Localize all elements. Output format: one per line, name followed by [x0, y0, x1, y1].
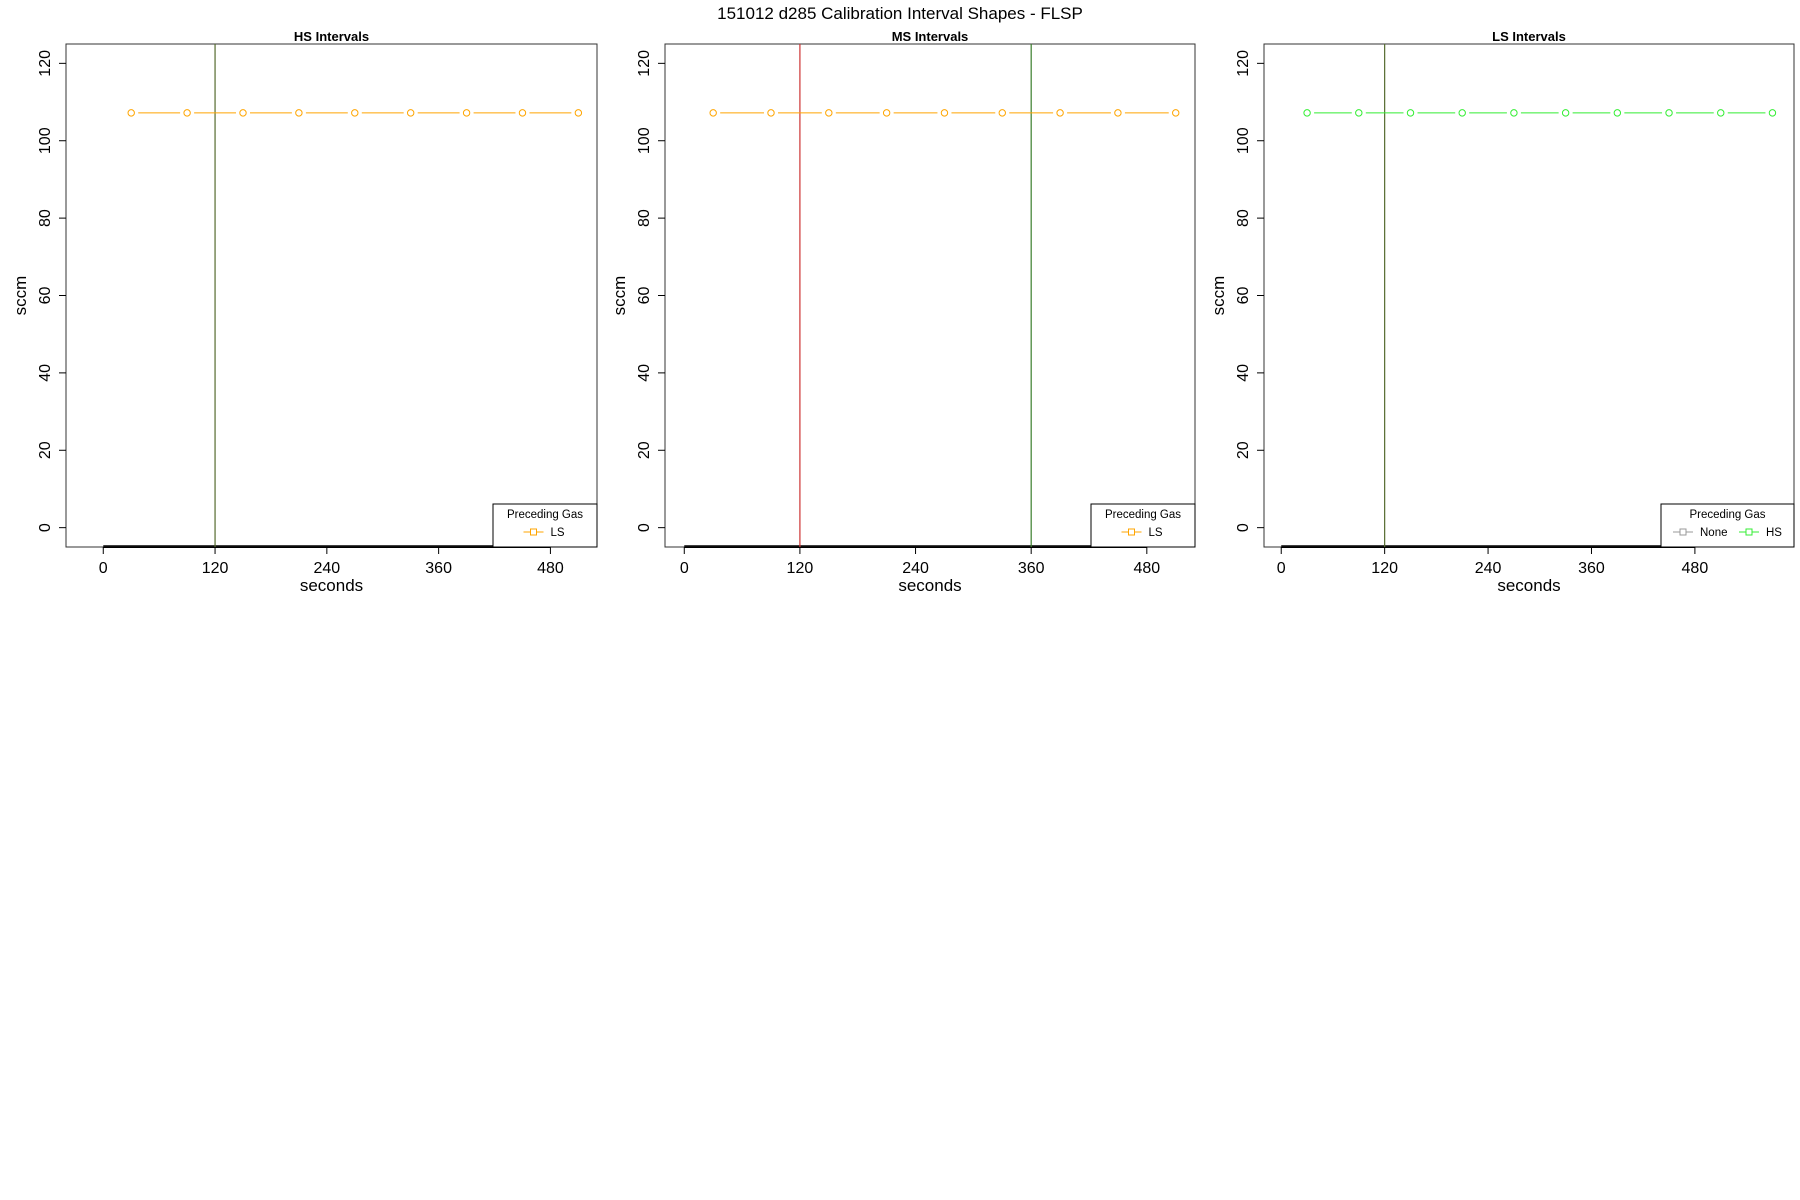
y-tick-label: 120	[636, 50, 653, 77]
legend-swatch-marker	[530, 528, 537, 536]
panel-title: LS Intervals	[1492, 29, 1566, 44]
y-tick-label: 0	[37, 523, 54, 532]
y-tick-label: 80	[636, 209, 653, 227]
legend-title: Preceding Gas	[1105, 509, 1181, 521]
data-point	[1510, 109, 1518, 117]
data-point	[1717, 109, 1725, 117]
legend: Preceding Gas None HS	[1660, 503, 1795, 548]
plot-frame	[65, 43, 598, 548]
y-tick-label: 40	[1235, 364, 1252, 382]
panel-title: HS Intervals	[294, 29, 369, 44]
legend: Preceding Gas LS	[492, 503, 598, 548]
y-tick-label: 80	[1235, 209, 1252, 227]
y-tick-label: 20	[37, 441, 54, 459]
data-point	[998, 109, 1006, 117]
data-point	[406, 109, 415, 117]
x-tick-label: 240	[902, 560, 929, 577]
legend-title: Preceding Gas	[1689, 509, 1765, 521]
y-tick-label: 120	[1235, 50, 1252, 77]
y-axis-label: sccm	[1209, 276, 1228, 316]
x-axis-label: seconds	[898, 576, 961, 595]
data-point	[1172, 109, 1180, 117]
data-point	[1056, 109, 1064, 117]
y-tick-label: 100	[1235, 127, 1252, 154]
data-point	[709, 109, 717, 117]
data-point	[1114, 109, 1122, 117]
x-tick-label: 0	[99, 560, 108, 577]
y-tick-label: 0	[636, 523, 653, 532]
data-point	[825, 109, 833, 117]
y-axis-label: sccm	[11, 276, 30, 316]
data-point	[767, 109, 775, 117]
x-tick-label: 480	[537, 560, 564, 577]
chart-panel-3: LS Intervals 0 120 240 360 480 0 20 40 60 80 100 120…	[1209, 29, 1795, 595]
y-tick-label: 0	[1235, 523, 1252, 532]
x-tick-label: 480	[1133, 560, 1160, 577]
legend-entry-label: LS	[1149, 527, 1163, 539]
x-tick-label: 240	[1475, 560, 1502, 577]
data-point	[295, 109, 303, 117]
legend-box	[1090, 503, 1196, 548]
data-point	[518, 109, 527, 117]
legend-entry-label: None	[1700, 527, 1728, 539]
y-tick-label: 60	[636, 287, 653, 305]
data-point	[462, 109, 471, 117]
y-tick-label: 20	[636, 441, 653, 459]
plot-frame	[664, 43, 1196, 548]
data-point	[351, 109, 359, 117]
data-point	[1613, 109, 1622, 117]
data-point	[1303, 109, 1311, 117]
legend: Preceding Gas LS	[1090, 503, 1196, 548]
chart-panel-2: MS Intervals 0 120 240 360 480 0 20 40 60 80 100 120…	[610, 29, 1196, 595]
x-tick-label: 120	[1371, 560, 1398, 577]
x-axis-label: seconds	[1497, 576, 1560, 595]
legend-title: Preceding Gas	[507, 509, 583, 521]
legend-swatch-marker	[1128, 528, 1135, 536]
legend-box	[1660, 503, 1795, 548]
data-point	[574, 109, 583, 117]
data-point	[940, 109, 949, 117]
x-tick-label: 360	[1018, 560, 1045, 577]
x-tick-label: 0	[1277, 560, 1286, 577]
x-tick-label: 0	[680, 560, 689, 577]
legend-swatch-marker	[1745, 528, 1753, 536]
legend-swatch-marker	[1679, 528, 1687, 536]
data-point	[127, 109, 135, 117]
y-tick-label: 80	[37, 209, 54, 227]
y-tick-label: 100	[636, 127, 653, 154]
legend-entry-label: LS	[551, 527, 565, 539]
y-tick-label: 100	[37, 127, 54, 154]
y-axis-label: sccm	[610, 276, 629, 316]
data-point	[1355, 109, 1363, 117]
x-axis-label: seconds	[300, 576, 363, 595]
y-tick-label: 40	[636, 364, 653, 382]
data-point	[1458, 109, 1466, 117]
data-point	[1561, 109, 1570, 117]
x-tick-label: 360	[1578, 560, 1605, 577]
figure-title: 151012 d285 Calibration Interval Shapes …	[717, 4, 1083, 23]
data-point	[882, 109, 891, 117]
x-tick-label: 360	[425, 560, 452, 577]
plot-frame	[1263, 43, 1795, 548]
data-point	[1768, 109, 1777, 117]
x-tick-label: 480	[1682, 560, 1709, 577]
x-tick-label: 120	[202, 560, 229, 577]
legend-entry-label: HS	[1766, 527, 1782, 539]
y-tick-label: 120	[37, 50, 54, 77]
y-tick-label: 60	[1235, 287, 1252, 305]
data-point	[1406, 109, 1415, 117]
x-tick-label: 240	[313, 560, 340, 577]
legend-box	[492, 503, 598, 548]
data-point	[1665, 109, 1673, 117]
x-tick-label: 120	[787, 560, 814, 577]
y-tick-label: 40	[37, 364, 54, 382]
chart-panel-1: HS Intervals 0 120 240 360 480 0 20 40 60 80 100 120…	[11, 29, 598, 595]
data-point	[183, 109, 191, 117]
y-tick-label: 20	[1235, 441, 1252, 459]
panel-title: MS Intervals	[892, 29, 969, 44]
data-point	[239, 109, 247, 117]
y-tick-label: 60	[37, 287, 54, 305]
